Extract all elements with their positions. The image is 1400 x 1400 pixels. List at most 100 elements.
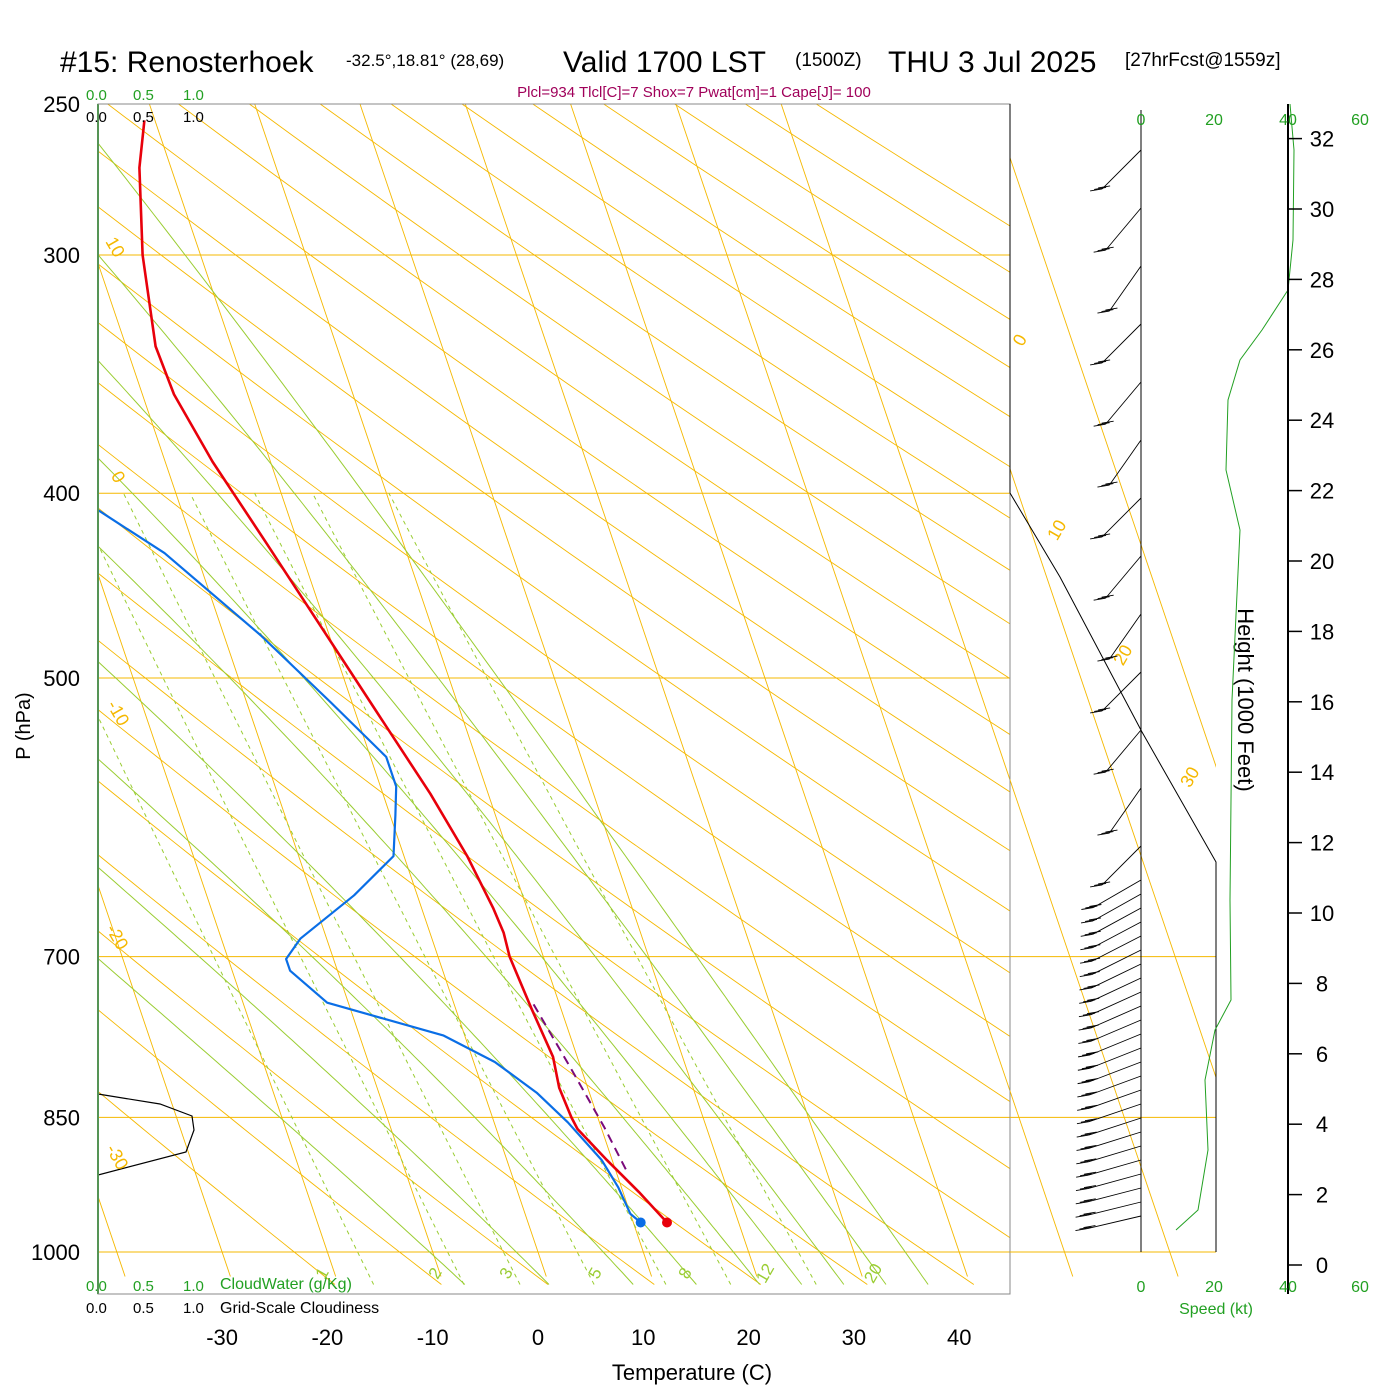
barb-flag <box>1076 1121 1090 1125</box>
speed-bot-60: 60 <box>1351 1279 1369 1296</box>
height-label-26: 26 <box>1310 338 1334 363</box>
barb-flag <box>1075 1214 1088 1218</box>
wind-barb <box>1090 497 1142 540</box>
barb-flag <box>1097 596 1110 600</box>
barb-flag <box>1080 1119 1094 1123</box>
barb-flag <box>1105 481 1118 485</box>
isotherm--30 <box>98 883 231 1277</box>
barb-flag <box>1094 360 1107 364</box>
barb-flag <box>1082 1026 1095 1030</box>
wind-barb <box>1076 1131 1142 1151</box>
barb-shaft <box>1105 207 1142 251</box>
barb-flag <box>1098 533 1111 537</box>
isotherm--50 <box>0 35 20 1277</box>
moist-adiabat-28 <box>98 359 845 1285</box>
temperature-tick-20: 20 <box>736 1325 760 1350</box>
barb-flag <box>1094 186 1107 190</box>
speed-top-20: 20 <box>1205 112 1223 129</box>
barb-shaft <box>1101 845 1142 886</box>
wind-isotherm-80 <box>1010 156 1216 768</box>
barb-shaft <box>1101 497 1142 538</box>
barb-flag <box>1097 422 1110 426</box>
dry-adiabat-330 <box>98 507 1010 1170</box>
barb-shaft <box>1090 1005 1142 1029</box>
barb-flag <box>1094 708 1107 712</box>
barb-flag <box>1078 1014 1091 1018</box>
wind-barb <box>1076 1117 1142 1138</box>
utc-time: (1500Z) <box>795 50 862 71</box>
barb-flag <box>1101 483 1114 486</box>
dewpoint-profile <box>98 507 642 1224</box>
pressure-tick-300: 300 <box>43 243 80 268</box>
wind-isotherm-70 <box>1010 467 1216 1079</box>
wind-barb <box>1075 1187 1142 1205</box>
cloud-scale-bot2-0: 0.0 <box>86 1300 107 1317</box>
height-label-6: 6 <box>1316 1042 1328 1067</box>
barb-flag <box>1097 310 1110 314</box>
mixing-ratio-line-8 <box>254 492 667 1285</box>
mixing-ratio-label-5: 5 <box>585 1264 606 1282</box>
isotherm-60 <box>780 104 1010 782</box>
height-label-10: 10 <box>1310 901 1334 926</box>
dry-adiabat-370 <box>98 263 1010 912</box>
mixing-ratio-label-3: 3 <box>496 1264 517 1282</box>
barb-flag <box>1084 1131 1097 1135</box>
barb-shaft <box>1101 323 1142 364</box>
barb-flag <box>1080 960 1093 964</box>
temperature-tick-10: 10 <box>631 1325 655 1350</box>
dry-adiabat-260 <box>98 1009 442 1285</box>
barb-flag <box>1080 947 1093 951</box>
speed-bot-20: 20 <box>1205 1279 1223 1296</box>
wind-barb <box>1093 381 1142 427</box>
wind-speed-bottom: 0 20 40 60 Speed (kt) <box>1137 1279 1369 1318</box>
wind-barb <box>1090 149 1142 192</box>
speed-top-40: 40 <box>1279 112 1297 129</box>
plot-frame <box>97 103 1011 1295</box>
wind-barb <box>1080 893 1142 924</box>
barb-flag <box>1084 959 1097 963</box>
barb-flag <box>1097 658 1110 662</box>
wind-barb <box>1075 1201 1142 1218</box>
cloudiness-label: Grid-Scale Cloudiness <box>220 1300 379 1317</box>
moist-adiabat-8 <box>98 758 634 1285</box>
wind-barb <box>1090 671 1142 714</box>
barb-flag <box>1093 423 1106 427</box>
barb-flag <box>1082 1039 1095 1043</box>
temperature-tick--10: -10 <box>417 1325 449 1350</box>
barb-flag <box>1082 1012 1095 1016</box>
pressure-tick-700: 700 <box>43 945 80 970</box>
dry-adiabat-250 <box>98 1090 336 1285</box>
barb-shaft <box>1090 991 1142 1016</box>
height-label-24: 24 <box>1310 408 1334 433</box>
barb-flag <box>1079 974 1092 977</box>
height-label-20: 20 <box>1310 549 1334 574</box>
barb-flag <box>1081 1093 1094 1096</box>
wind-panel <box>1009 103 1295 1277</box>
isotherm-label-5: 0 <box>1009 331 1031 350</box>
cloud-scale-top2-2: 1.0 <box>183 109 204 126</box>
barb-flag <box>1098 881 1111 885</box>
moist-adiabat-32 <box>98 254 887 1285</box>
height-label-2: 2 <box>1316 1183 1328 1208</box>
isotherm-label-2: -10 <box>103 697 133 730</box>
isotherm-30 <box>464 104 863 1277</box>
barb-shaft <box>1087 1215 1142 1229</box>
cloud-scale-bot-0: 0.0 <box>86 1278 107 1295</box>
barb-shaft <box>1109 613 1142 660</box>
barb-flag <box>1077 1081 1090 1085</box>
wind-barb <box>1090 323 1142 366</box>
surface-temperature-dot <box>662 1217 673 1228</box>
wind-barb <box>1081 879 1142 910</box>
wind-barb <box>1077 1061 1142 1085</box>
barb-flag <box>1097 484 1110 488</box>
barb-shaft <box>1088 1103 1142 1123</box>
isotherm-20 <box>359 104 758 1277</box>
dry-adiabat-420 <box>248 104 1010 625</box>
barb-shaft <box>1105 381 1142 425</box>
height-label-0: 0 <box>1316 1253 1328 1278</box>
barb-flag <box>1090 188 1103 192</box>
barb-flag <box>1093 771 1106 775</box>
wind-barb <box>1093 555 1142 601</box>
barb-flag <box>1085 1091 1098 1095</box>
barb-flag <box>1098 359 1111 363</box>
